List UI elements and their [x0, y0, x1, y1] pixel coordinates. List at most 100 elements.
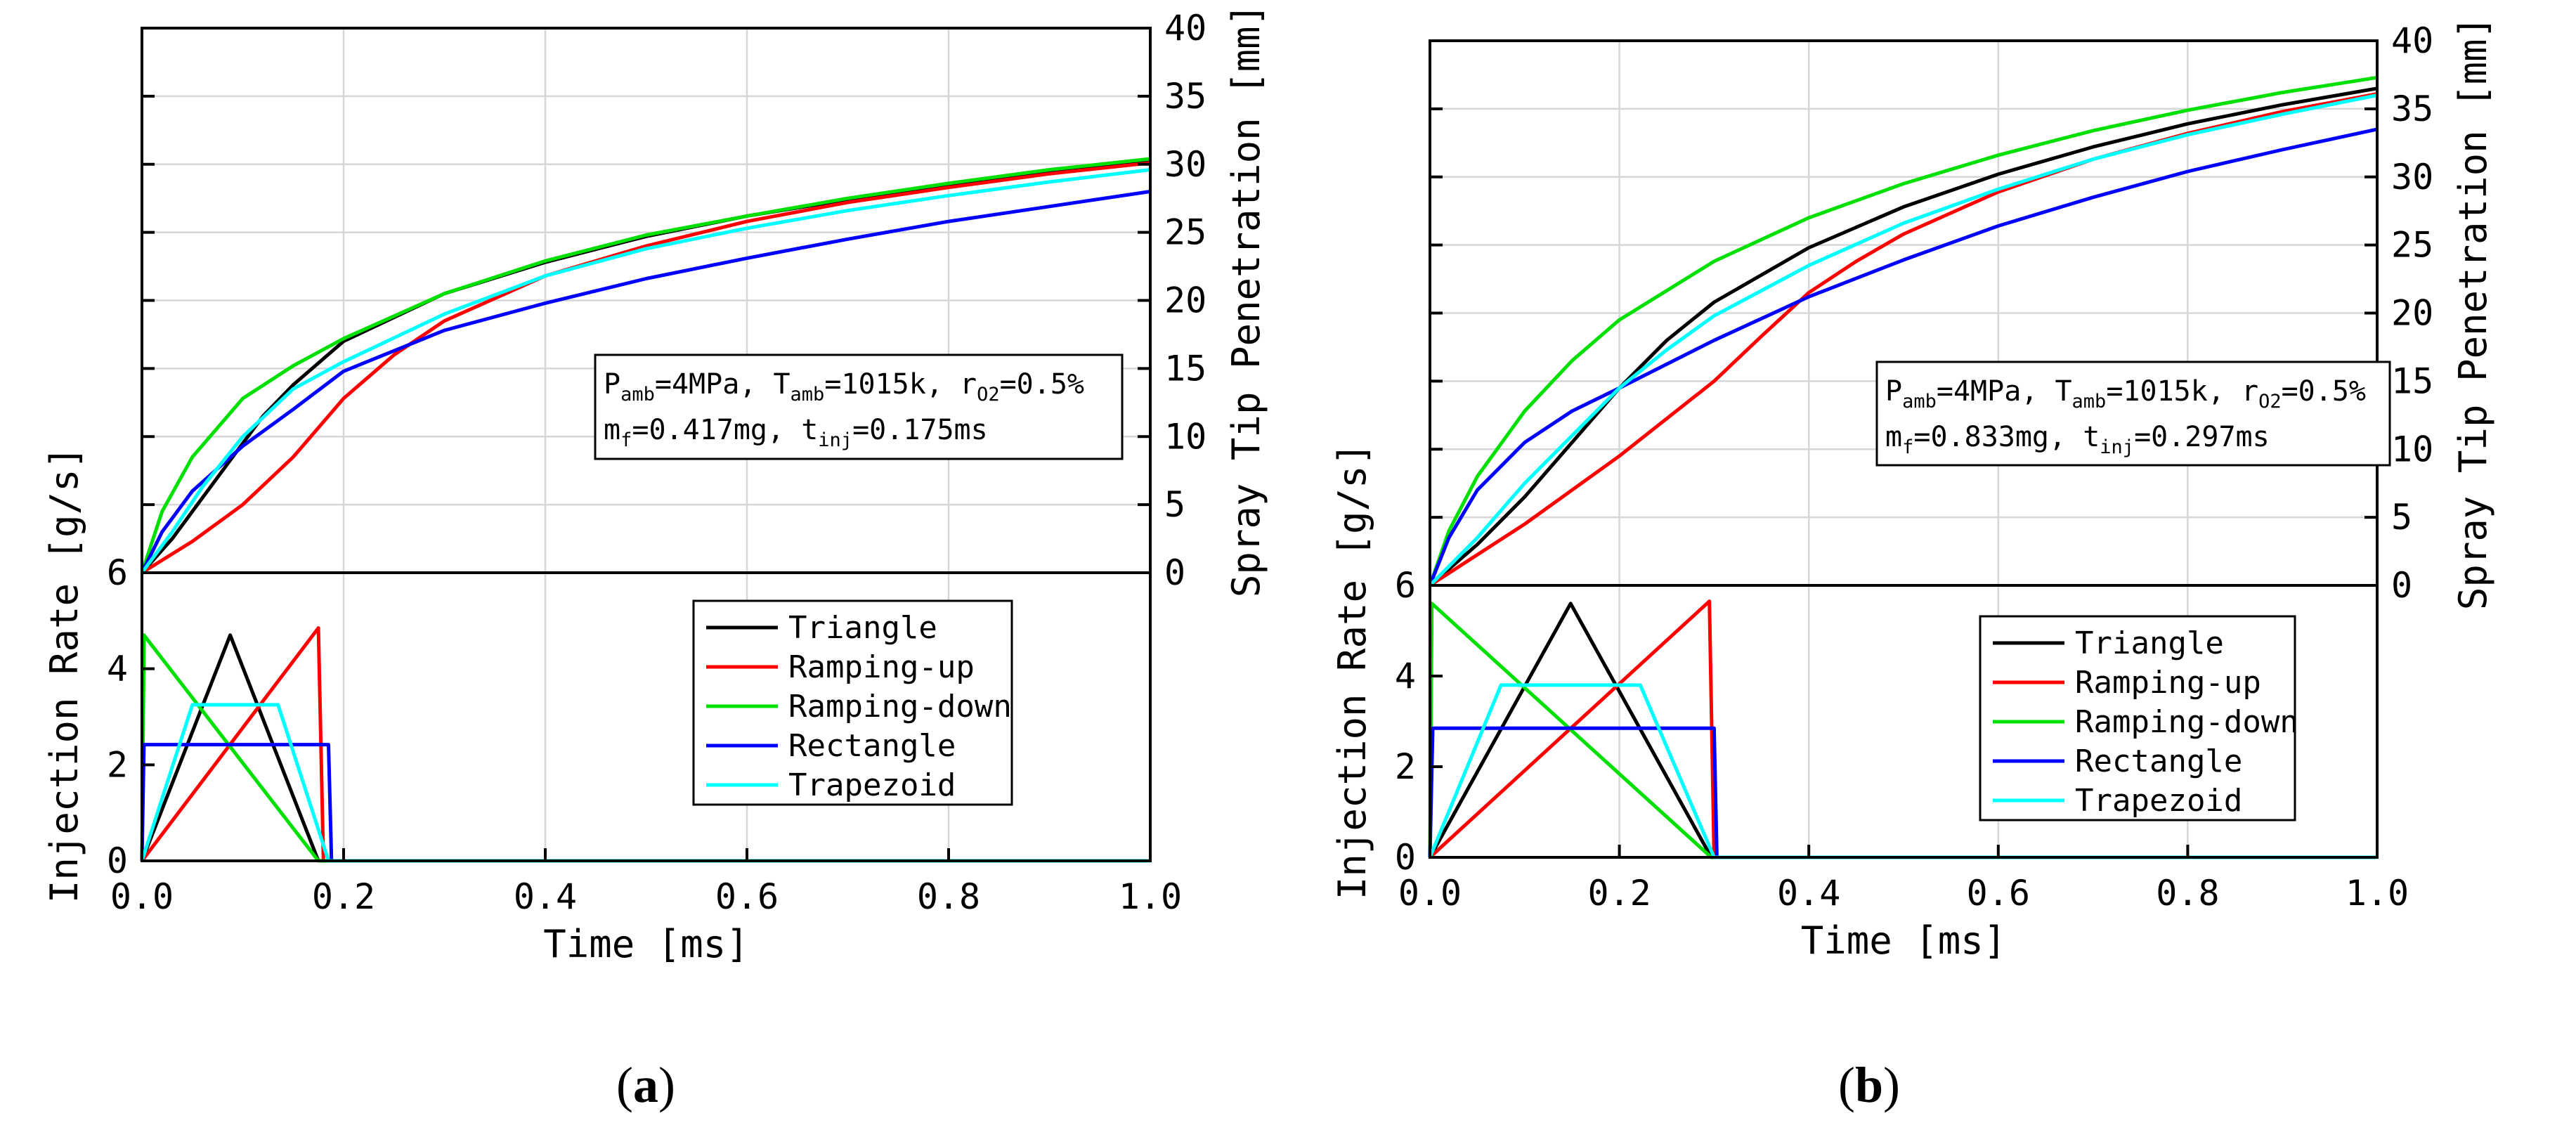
- caption-paren: (: [1838, 1057, 1855, 1113]
- penetration-line-ramping-down: [1428, 75, 2378, 586]
- legend: TriangleRamping-upRamping-downRectangleT…: [692, 599, 1013, 806]
- y-tick-label-right: 30: [1164, 144, 1206, 185]
- text-run: =0.5%: [1000, 368, 1084, 401]
- text-run: m: [604, 414, 620, 446]
- penetration-line-triangle: [1429, 86, 2378, 587]
- y-axis-title-right: Spray Tip Penetration [mm]: [1224, 4, 1268, 597]
- plot-frame: [141, 27, 1152, 862]
- y-tick-label-left: 2: [1395, 746, 1416, 787]
- legend-box: [692, 599, 1013, 806]
- x-tick-label: 0.8: [917, 876, 980, 917]
- text-run: =0.297ms: [2134, 421, 2270, 453]
- legend-label-ramping-up: Ramping-up: [788, 649, 975, 685]
- text-run: m: [1885, 421, 1902, 453]
- legend-label-ramping-up: Ramping-up: [2075, 665, 2261, 701]
- x-tick-label: 0.6: [715, 876, 779, 917]
- y-axis-right: 0 5 10 15 20 25 30 35 40 Spray Tip Penetration [m…: [1430, 16, 2495, 610]
- penetration-line-trapezoid: [1429, 93, 2378, 587]
- text-run: =1015k,: [2106, 375, 2242, 408]
- legend-label-trapezoid: Trapezoid: [788, 767, 956, 803]
- subscript: inj: [818, 429, 852, 451]
- y-axis-right: 0 5 10 15 20 25 30 35 40 Spray Tip Penetration [m…: [142, 4, 1268, 597]
- subscript: amb: [1902, 391, 1937, 413]
- y-tick-label-left: 2: [107, 744, 128, 785]
- text-run: P: [1885, 375, 1902, 408]
- y-tick-label-right: 5: [2391, 497, 2412, 538]
- x-tick-label: 0.6: [1967, 873, 2030, 914]
- y-tick-label-right: 30: [2391, 157, 2433, 197]
- text-run: T: [2055, 375, 2071, 408]
- x-axis: 0.0 0.2 0.4 0.6 0.8 1.0 Time [ms]: [110, 848, 1182, 966]
- y-tick-label-left: 6: [1395, 565, 1416, 606]
- legend-label-ramping-down: Ramping-down: [788, 689, 1012, 725]
- caption-paren: ): [1883, 1057, 1900, 1113]
- subscript: f: [620, 429, 632, 451]
- text-run: P: [604, 368, 620, 401]
- legend-box: [1979, 615, 2296, 821]
- text-run: =4MPa,: [1937, 375, 2055, 408]
- legend-label-triangle: Triangle: [2075, 625, 2224, 661]
- y-tick-label-left: 4: [1395, 656, 1416, 696]
- x-axis-title: Time [ms]: [1801, 918, 2007, 963]
- y-tick-label-right: 25: [2391, 225, 2433, 266]
- annotation-line-conditions: Pamb=4MPa, Tamb=1015k, rO2=0.5%: [1885, 375, 2366, 413]
- text-run: =0.175ms: [852, 414, 988, 446]
- text-run: =0.5%: [2282, 375, 2366, 408]
- x-tick-label: 0.0: [110, 876, 174, 917]
- text-run: =4MPa,: [655, 368, 774, 401]
- x-axis: 0.0 0.2 0.4 0.6 0.8 1.0 Time [ms]: [1398, 845, 2409, 963]
- x-tick-label: 0.2: [1587, 873, 1651, 914]
- y-tick-label-right: 5: [1164, 484, 1185, 525]
- subscript: O2: [2258, 391, 2282, 413]
- legend-label-ramping-down: Ramping-down: [2075, 704, 2298, 740]
- subscript: f: [1902, 436, 1913, 458]
- y-tick-label-left: 6: [107, 552, 128, 593]
- caption-letter: b: [1855, 1057, 1883, 1113]
- x-tick-label: 0.4: [1777, 873, 1840, 914]
- caption-paren: (: [616, 1057, 633, 1113]
- penetration-line-ramping-down: [140, 157, 1151, 573]
- caption-letter: a: [633, 1057, 658, 1113]
- penetration-plot: [1428, 75, 2378, 587]
- penetration-plot: [140, 157, 1151, 575]
- x-tick-label: 1.0: [1119, 876, 1182, 917]
- y-tick-label-right: 0: [2391, 565, 2412, 606]
- y-tick-label-right: 40: [1164, 8, 1206, 48]
- x-tick-label: 1.0: [2346, 873, 2409, 914]
- y-axis-title-left: Injection Rate [g/s]: [1330, 443, 1374, 900]
- penetration-line-ramping-up: [1429, 92, 2378, 587]
- subscript: O2: [977, 384, 1000, 405]
- y-tick-label-right: 35: [2391, 89, 2433, 129]
- y-tick-label-right: 25: [1164, 212, 1206, 253]
- y-tick-label-right: 15: [1164, 348, 1206, 389]
- annotation-box: [1875, 361, 2391, 467]
- y-axis-title-left: Injection Rate [g/s]: [42, 446, 86, 903]
- legend-label-trapezoid: Trapezoid: [2075, 783, 2242, 819]
- legend-label-rectangle: Rectangle: [2075, 743, 2242, 779]
- y-tick-label-right: 0: [1164, 552, 1185, 593]
- y-tick-label-right: 20: [2391, 293, 2433, 334]
- subscript: amb: [2072, 391, 2107, 413]
- conditions-annotation: Pamb=4MPa, Tamb=1015k, rO2=0.5%mf=0.833m…: [1875, 361, 2391, 467]
- legend-label-rectangle: Rectangle: [788, 728, 956, 764]
- subscript: inj: [2100, 436, 2134, 458]
- y-tick-label-right: 10: [1164, 416, 1206, 457]
- x-axis-title: Time [ms]: [543, 922, 749, 966]
- y-tick-label-right: 15: [2391, 361, 2433, 401]
- y-tick-label-right: 10: [2391, 429, 2433, 469]
- panel-caption: (b): [1838, 1057, 1900, 1113]
- subscript: amb: [620, 384, 655, 405]
- text-run: =1015k,: [824, 368, 960, 401]
- y-tick-label-left: 4: [107, 649, 128, 689]
- y-axis-title-right: Spray Tip Penetration [mm]: [2451, 16, 2495, 610]
- x-tick-label: 0.2: [312, 876, 375, 917]
- text-run: =0.417mg,: [632, 414, 801, 446]
- conditions-annotation: Pamb=4MPa, Tamb=1015k, rO2=0.5%mf=0.417m…: [594, 353, 1124, 460]
- text-run: r: [960, 368, 977, 401]
- penetration-line-rectangle: [140, 190, 1151, 574]
- subscript: amb: [791, 384, 825, 405]
